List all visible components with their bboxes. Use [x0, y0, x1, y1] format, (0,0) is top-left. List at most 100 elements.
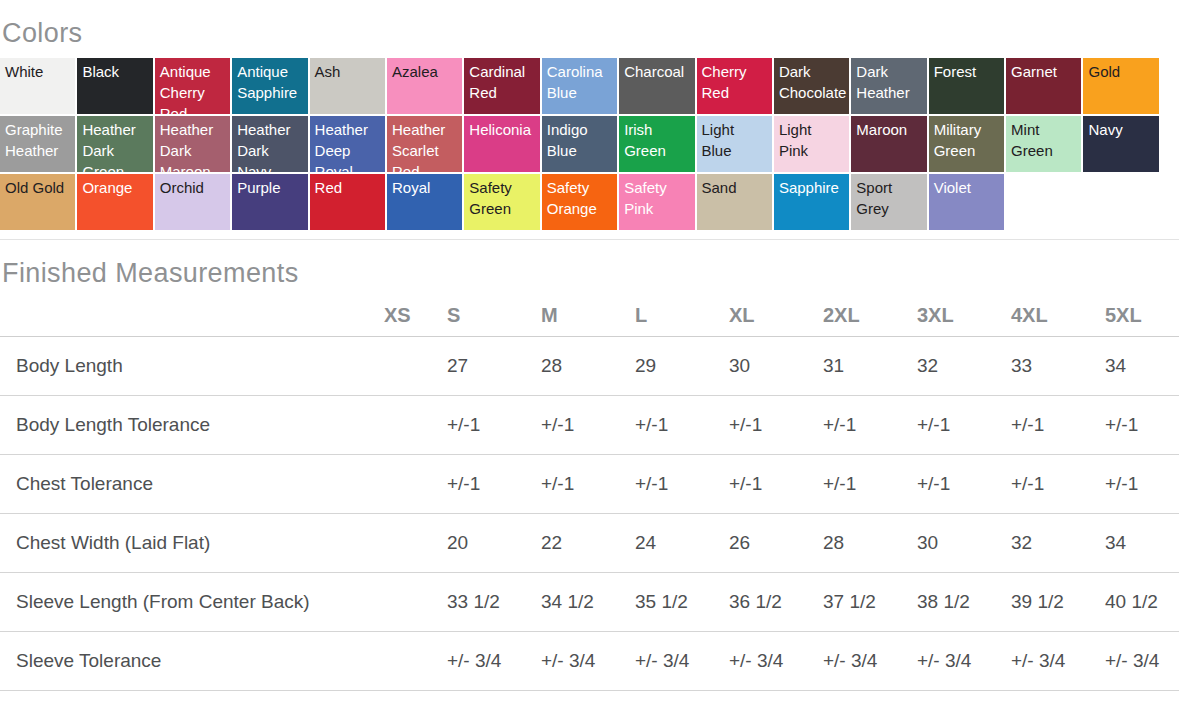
measurement-value-cell: +/-1 — [1105, 414, 1179, 436]
color-swatch-label: Safety Pink — [624, 177, 689, 219]
color-swatch-sport-grey: Sport Grey — [851, 174, 926, 230]
color-swatch-heather-dark-green: Heather Dark Green — [77, 116, 152, 172]
measurement-row-label: Body Length Tolerance — [0, 414, 384, 436]
measurements-table: XSSMLXL2XL3XL4XL5XLBody Length2728293031… — [0, 294, 1179, 691]
measurement-value-cell: +/-1 — [917, 473, 1011, 495]
color-swatch-azalea: Azalea — [387, 58, 462, 114]
size-header-row: XSSMLXL2XL3XL4XL5XL — [0, 294, 1179, 337]
measurement-value-cell: +/-1 — [635, 414, 729, 436]
measurements-section-title: Finished Measurements — [2, 257, 1179, 289]
measurement-value-cell: 32 — [917, 355, 1011, 377]
color-swatch-label: Mint Green — [1011, 119, 1076, 161]
color-swatch-forest: Forest — [929, 58, 1004, 114]
measurement-row-label: Chest Width (Laid Flat) — [0, 532, 384, 554]
table-row: Chest Width (Laid Flat)2022242628303234 — [0, 514, 1179, 573]
measurement-value-cell: 34 — [1105, 355, 1179, 377]
color-swatch-label: Heliconia — [469, 119, 534, 140]
color-swatch-label: Heather Dark Navy — [237, 119, 302, 172]
measurement-value-cell: +/- 3/4 — [1011, 650, 1105, 672]
measurement-value-cell: +/- 3/4 — [1105, 650, 1179, 672]
color-swatch-label: Ash — [315, 61, 380, 82]
color-swatch-navy: Navy — [1083, 116, 1158, 172]
measurement-value-cell: +/-1 — [729, 473, 823, 495]
measurement-value-cell: +/- 3/4 — [917, 650, 1011, 672]
color-swatch-maroon: Maroon — [851, 116, 926, 172]
color-swatch-light-pink: Light Pink — [774, 116, 849, 172]
color-swatch-label: Orchid — [160, 177, 225, 198]
color-swatch-label: Cherry Red — [702, 61, 767, 103]
size-column-header-5xl: 5XL — [1105, 304, 1179, 327]
color-swatch-sapphire: Sapphire — [774, 174, 849, 230]
size-column-header-xs: XS — [384, 304, 447, 327]
measurement-row-label: Sleeve Tolerance — [0, 650, 384, 672]
measurement-value-cell: 38 1/2 — [917, 591, 1011, 613]
color-swatch-indigo-blue: Indigo Blue — [542, 116, 617, 172]
color-swatch-label: Purple — [237, 177, 302, 198]
measurement-value-cell: +/-1 — [729, 414, 823, 436]
color-swatch-label: Royal — [392, 177, 457, 198]
measurement-value-cell: 28 — [823, 532, 917, 554]
measurement-value-cell: 24 — [635, 532, 729, 554]
table-row: Body Length2728293031323334 — [0, 337, 1179, 396]
measurement-row-label: Sleeve Length (From Center Back) — [0, 591, 384, 613]
color-swatch-label: Sport Grey — [856, 177, 921, 219]
measurement-row-label: Body Length — [0, 355, 384, 377]
color-swatch-heather-dark-navy: Heather Dark Navy — [232, 116, 307, 172]
color-swatch-label: White — [5, 61, 70, 82]
measurement-value-cell: +/-1 — [541, 473, 635, 495]
measurement-value-cell: 30 — [917, 532, 1011, 554]
color-swatch-heather-scarlet-red: Heather Scarlet Red — [387, 116, 462, 172]
color-swatch-grid: White Black Antique Cherry RedAntique Sapp… — [0, 58, 1179, 230]
color-swatch-label: Black — [82, 61, 147, 82]
color-swatch-label: Heather Deep Royal — [315, 119, 380, 172]
color-swatch-sand: Sand — [697, 174, 772, 230]
color-swatch-gold: Gold — [1083, 58, 1158, 114]
color-swatch-irish-green: Irish Green — [619, 116, 694, 172]
color-swatch-row: White Black Antique Cherry RedAntique Sapp… — [0, 58, 1179, 114]
measurement-value-cell: +/-1 — [541, 414, 635, 436]
color-swatch-label: Orange — [82, 177, 147, 198]
measurement-value-cell: 20 — [447, 532, 541, 554]
color-swatch-label: Military Green — [934, 119, 999, 161]
measurement-value-cell: +/-1 — [823, 414, 917, 436]
color-swatch-antique-cherry-red: Antique Cherry Red — [155, 58, 230, 114]
measurement-value-cell: +/- 3/4 — [541, 650, 635, 672]
measurement-value-cell: +/-1 — [823, 473, 917, 495]
color-swatch-charcoal: Charcoal — [619, 58, 694, 114]
color-swatch-mint-green: Mint Green — [1006, 116, 1081, 172]
measurement-value-cell: 33 — [1011, 355, 1105, 377]
color-swatch-red: Red — [310, 174, 385, 230]
color-swatch-label: Charcoal — [624, 61, 689, 82]
size-column-header-s: S — [447, 304, 541, 327]
color-swatch-row: Old GoldOrangeOrchidPurpleRedRoyalSafety… — [0, 174, 1179, 230]
measurement-value-cell: +/-1 — [1011, 473, 1105, 495]
measurement-row-label: Chest Tolerance — [0, 473, 384, 495]
color-swatch-label: Heather Dark Maroon — [160, 119, 225, 172]
color-swatch-cardinal-red: Cardinal Red — [464, 58, 539, 114]
table-row: Sleeve Tolerance+/- 3/4+/- 3/4+/- 3/4+/-… — [0, 632, 1179, 691]
color-swatch-light-blue: Light Blue — [697, 116, 772, 172]
measurement-value-cell: +/-1 — [1105, 473, 1179, 495]
measurement-value-cell: +/-1 — [1011, 414, 1105, 436]
color-swatch-row: Graphite HeatherHeather Dark GreenHeathe… — [0, 116, 1179, 172]
color-swatch-antique-sapphire: Antique Sapphire — [232, 58, 307, 114]
color-swatch-label: Forest — [934, 61, 999, 82]
colors-section-title: Colors — [2, 0, 1179, 49]
table-row: Body Length Tolerance+/-1+/-1+/-1+/-1+/-… — [0, 396, 1179, 455]
measurement-value-cell: +/-1 — [447, 473, 541, 495]
color-swatch-dark-heather: Dark Heather — [851, 58, 926, 114]
measurement-value-cell: 34 — [1105, 532, 1179, 554]
color-swatch-label: Navy — [1088, 119, 1153, 140]
color-swatch-white: White — [0, 58, 75, 114]
measurement-value-cell: 29 — [635, 355, 729, 377]
color-swatch-label: Sand — [702, 177, 767, 198]
measurement-value-cell: 34 1/2 — [541, 591, 635, 613]
color-swatch-graphite-heather: Graphite Heather — [0, 116, 75, 172]
color-swatch-heather-deep-royal: Heather Deep Royal — [310, 116, 385, 172]
measurement-value-cell: 39 1/2 — [1011, 591, 1105, 613]
measurement-value-cell: +/- 3/4 — [447, 650, 541, 672]
measurement-value-cell: 30 — [729, 355, 823, 377]
color-swatch-label: Light Pink — [779, 119, 844, 161]
color-swatch-violet: Violet — [929, 174, 1004, 230]
color-swatch-label: Violet — [934, 177, 999, 198]
